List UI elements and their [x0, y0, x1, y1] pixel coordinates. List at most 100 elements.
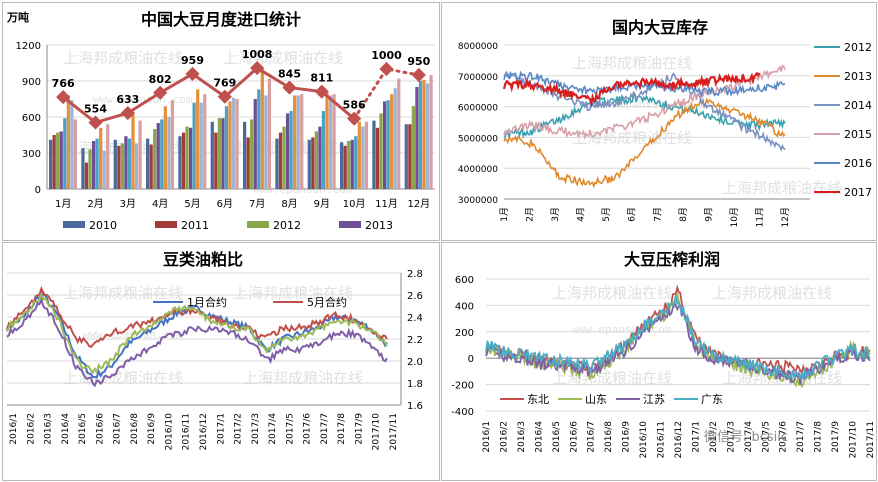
x-tick-label: 2017/5 — [761, 421, 771, 453]
bar — [357, 121, 361, 189]
data-label: 586 — [343, 99, 366, 112]
series-line — [503, 97, 786, 189]
x-tick-label: 2017/4 — [268, 413, 278, 445]
y-tick-label: 5000000 — [458, 134, 498, 144]
bar — [106, 124, 110, 189]
x-tick-label: 2月 — [525, 207, 536, 222]
legend-label: 2013 — [844, 70, 872, 83]
x-tick-label: 6月 — [627, 207, 638, 222]
bar — [425, 83, 430, 189]
bar — [131, 112, 135, 189]
x-tick-label: 2016/3 — [44, 413, 54, 445]
legend-swatch — [63, 221, 85, 228]
x-tick-label: 2016/11 — [657, 421, 667, 458]
bar — [282, 126, 286, 189]
data-label: 766 — [52, 77, 75, 90]
watermark-text: 上海邦成粮油在线 — [63, 369, 183, 387]
x-tick-label: 2016/9 — [622, 421, 632, 453]
bar — [221, 118, 225, 189]
bar — [296, 95, 300, 189]
x-tick-label: 2017/8 — [337, 413, 347, 445]
inventory-chart-panel: 上海邦成粮油在线 上海邦成粮油在线 上海邦成粮油在线 www.epansun.c… — [441, 2, 877, 241]
bar — [246, 137, 250, 189]
x-tick-label: 2016/9 — [147, 413, 157, 445]
data-label: 633 — [116, 93, 139, 106]
bar — [300, 94, 304, 189]
x-tick-label: 2016/8 — [604, 421, 614, 453]
x-tick-label: 2016/6 — [95, 413, 105, 445]
bar — [170, 100, 175, 189]
legend-label: 江苏 — [643, 393, 665, 406]
legend-label: 2013 — [365, 219, 393, 232]
series-line — [6, 296, 388, 388]
bar — [210, 121, 214, 189]
legend-label: 2010 — [89, 219, 117, 232]
x-tick-label: 1月 — [499, 207, 510, 222]
x-tick-label: 5月 — [601, 207, 612, 222]
legend: 2010 2011 2012 2013 — [63, 219, 393, 232]
data-label: 769 — [213, 77, 236, 90]
chart-title: 国内大豆库存 — [612, 18, 708, 37]
y-tick-label: 6000000 — [458, 104, 498, 114]
x-tick-label: 2017/5 — [285, 413, 295, 445]
bar — [243, 121, 247, 189]
bar — [354, 136, 358, 189]
watermark-text: 上海邦成粮油在线 — [722, 179, 842, 197]
bar — [178, 136, 182, 189]
data-label: 959 — [181, 54, 204, 67]
legend-label: 5月合约 — [307, 295, 347, 309]
bar — [350, 139, 354, 189]
watermark-text: 上海邦成粮油在线 — [243, 369, 363, 387]
bar — [49, 139, 53, 189]
x-tick-label: 12月 — [407, 198, 430, 210]
x-tick-label: 11月 — [375, 198, 398, 210]
series-line — [6, 291, 388, 375]
x-tick-label: 2016/2 — [499, 421, 509, 453]
bar — [386, 100, 390, 189]
x-tick-label: 2017/6 — [303, 413, 313, 445]
x-tick-label: 6月 — [217, 198, 233, 210]
data-label: 1008 — [242, 48, 273, 61]
line-marker — [379, 61, 394, 77]
bar — [397, 78, 401, 189]
bar — [393, 88, 397, 189]
watermark-text: 上海邦成粮油在线 — [572, 129, 692, 147]
x-tick-label: 2016/1 — [9, 413, 19, 445]
x-tick-label: 2016/4 — [534, 421, 544, 453]
bar — [163, 106, 167, 189]
bar — [153, 129, 157, 189]
bar — [314, 131, 318, 189]
watermark-text: 上海邦成粮油在线 — [63, 49, 183, 67]
x-tick-label: 2017/1 — [691, 421, 701, 453]
bar — [88, 149, 92, 189]
x-axis: 1月 2月 3月 4月 5月 6月 7月 8月 9月 10月 11月 12月 — [499, 207, 791, 227]
bar — [214, 132, 218, 189]
x-tick-label: 2017/1 — [216, 413, 226, 445]
x-tick-label: 8月 — [281, 198, 297, 210]
x-tick-label: 2月 — [87, 198, 103, 210]
x-tick-label: 2016/5 — [78, 413, 88, 445]
legend-label: 广东 — [701, 393, 723, 406]
x-tick-label: 2016/12 — [199, 413, 209, 450]
total-line — [62, 66, 356, 125]
x-tick-label: 2017/3 — [726, 421, 736, 453]
bar — [250, 119, 254, 189]
series-line — [502, 71, 761, 108]
bar — [231, 97, 236, 189]
watermark-text: 上海邦成粮油在线 — [712, 284, 832, 302]
bar — [390, 94, 394, 189]
data-label: 1000 — [371, 49, 402, 62]
bar — [217, 118, 221, 189]
legend: 东北 山东 江苏 广东 — [500, 393, 723, 406]
bar — [160, 119, 164, 189]
bar — [181, 132, 186, 189]
x-tick-label: 9月 — [703, 207, 714, 222]
legend-label: 东北 — [527, 393, 549, 406]
bar — [418, 81, 423, 189]
bar — [138, 120, 142, 189]
bar — [63, 118, 67, 189]
y-tick-label: 2.4 — [407, 313, 423, 324]
bar — [113, 139, 117, 189]
imports-chart-panel: 上海邦成粮油在线 上海邦成粮油在线 上海邦成粮油在线 上海邦成粮油在线 www.… — [2, 2, 440, 241]
legend-label: 2017 — [844, 186, 872, 199]
